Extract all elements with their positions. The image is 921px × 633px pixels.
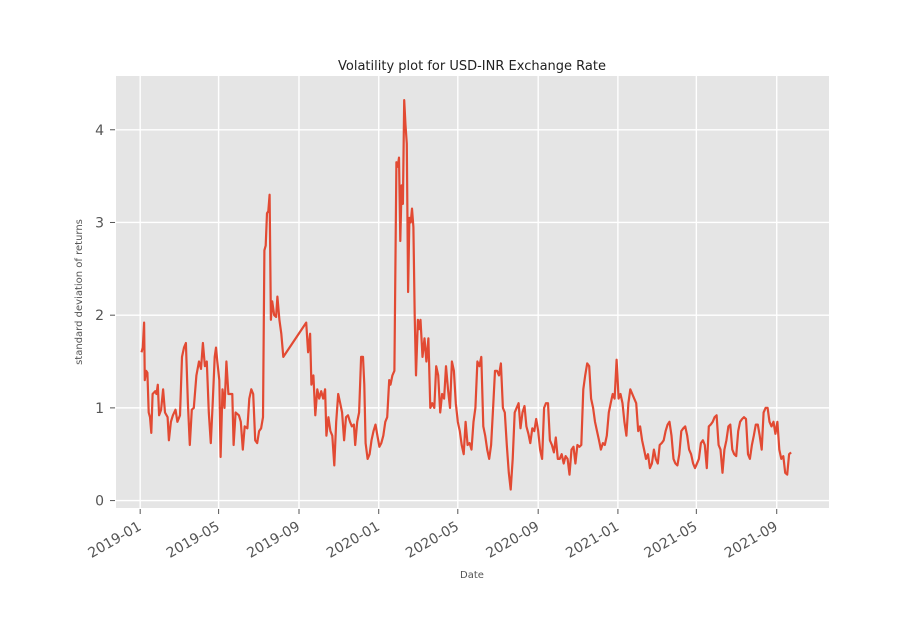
x-tick-label: 2019-09 [244,519,303,562]
x-tick-label: 2020-09 [484,519,543,562]
y-tick-label: 4 [95,123,104,139]
x-tick-label: 2020-01 [324,519,383,562]
series-line [140,98,792,491]
x-tick-label: 2021-05 [642,519,701,562]
y-axis: 0 1 2 3 4 [95,123,115,510]
y-tick-label: 1 [95,401,104,417]
x-tick-label: 2019-05 [164,519,223,562]
x-axis: 2019-01 2019-05 2019-09 2020-01 2020-05 2020-… [86,509,781,562]
x-tick-label: 2021-01 [563,519,622,562]
y-tick-label: 2 [95,308,104,324]
y-tick-label: 0 [95,494,104,510]
series-lines [140,98,792,491]
x-tick-label: 2021-09 [722,519,781,562]
x-tick-label: 2019-01 [86,519,145,562]
y-tick-label: 3 [95,215,104,231]
chart-title: Volatility plot for USD-INR Exchange Rat… [338,59,606,74]
x-tick-label: 2020-05 [403,519,462,562]
x-axis-label: Date [460,570,484,581]
y-axis-label: standard deviation of returns [74,219,85,365]
